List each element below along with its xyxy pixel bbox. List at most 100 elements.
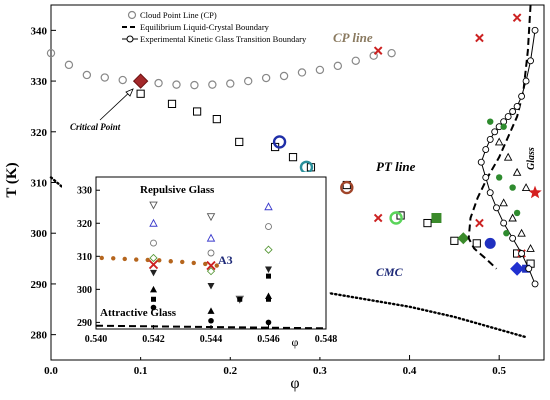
inset-y-tick-label: 300 (77, 285, 92, 296)
cross-marker (373, 213, 383, 223)
legend-cp-marker (127, 10, 137, 20)
kinetic-glass-marker (477, 158, 485, 166)
cloud-point-marker (172, 80, 181, 89)
square-marker (423, 218, 432, 228)
pt-point (340, 180, 354, 195)
square-marker (136, 89, 145, 98)
inset-marker (265, 266, 272, 274)
inset-x-tick-label: 0.546 (257, 334, 280, 345)
annotation-critical-point: Critical Point (70, 122, 121, 132)
kinetic-triangle-marker (503, 152, 513, 161)
inset-marker (208, 317, 214, 324)
main-axis-ticks: 0.0 0.1 0.2 0.3 0.4 0.5 280 290 300 310 320 330 340 (31, 25, 507, 377)
inset-a3-line-point (180, 259, 185, 265)
cloud-point-marker (315, 65, 325, 75)
inset-marker (206, 233, 216, 242)
pt-point (389, 211, 403, 225)
annotation-repulsive-glass: Repulsive Glass (140, 184, 215, 196)
square-marker (235, 137, 244, 147)
main-x-axis-label: φ (290, 375, 299, 392)
inset-plot-frame (95, 176, 327, 330)
kinetic-glass-marker (527, 57, 535, 65)
inset-x-tick-label: 0.548 (315, 334, 338, 345)
inset-marker (149, 253, 158, 263)
kinetic-glass-marker (482, 173, 490, 181)
kinetic-glass-marker (482, 146, 490, 153)
square-marker (288, 153, 298, 162)
kinetic-glass-marker (493, 204, 500, 212)
inset-x-tick-label: 0.544 (200, 334, 223, 345)
main-y-tick-label: 290 (31, 279, 48, 291)
annotation-pt-line: PT line (376, 159, 416, 174)
legend-kinetic-label: Experimental Kinetic Glass Transition Bo… (140, 34, 307, 44)
inset-marker (207, 283, 215, 290)
kinetic-triangle-marker (499, 198, 508, 207)
inset-marker (264, 202, 273, 211)
cloud-point-marker (208, 80, 217, 89)
inset-cross-marker (148, 259, 159, 270)
cloud-point-marker (118, 75, 127, 85)
main-y-tick-label: 330 (31, 76, 48, 88)
main-x-tick-label: 0.2 (223, 365, 237, 377)
kinetic-glass-marker (504, 113, 512, 121)
inset-marker (207, 307, 215, 314)
cloud-point-marker (261, 73, 271, 83)
inset-marker (207, 249, 215, 257)
kinetic-triangle-marker (526, 243, 535, 252)
inset-y-tick-label: 330 (77, 186, 92, 197)
inset-x-tick-label: 0.542 (142, 334, 165, 345)
cross-marker (475, 33, 484, 43)
inset-square-marker (266, 296, 271, 302)
inset-y-tick-label: 320 (77, 219, 92, 230)
cloud-point-marker (297, 68, 307, 77)
inset-a3-line-point (157, 258, 162, 263)
inset-square-marker (266, 273, 271, 279)
main-y-tick-label: 300 (31, 228, 48, 240)
legend: Cloud Point Line (CP) Equilibrium Liquid… (122, 10, 307, 44)
inset-y-tick-label: 310 (77, 252, 92, 263)
inset-a3-line-point (99, 255, 104, 261)
cloud-point-marker (154, 78, 163, 88)
main-x-tick-label: 0.1 (134, 365, 148, 377)
square-marker (212, 115, 221, 124)
legend-equilibrium-label: Equilibrium Liquid-Crystal Boundary (140, 22, 270, 32)
kinetic-green-marker (503, 230, 510, 237)
annotation-attractive-glass: Attractive Glass (100, 307, 177, 319)
inset-a3-line-point (122, 256, 127, 262)
cloud-point-marker (46, 48, 56, 58)
critical-point-marker (132, 73, 149, 89)
inset-a3-line-point (111, 256, 116, 261)
kinetic-triangle-marker (521, 183, 531, 192)
inset-axis-ticks: 0.540 0.542 0.544 0.546 0.548 290 300 310 320 330 (77, 186, 337, 345)
inset-y-tick-label: 290 (77, 318, 92, 329)
kinetic-green-marker (509, 184, 516, 191)
main-y-tick-label: 280 (31, 330, 48, 342)
main-x-tick-label: 0.5 (492, 365, 506, 377)
main-x-tick-label: 0.0 (44, 365, 58, 377)
main-y-tick-label: 340 (31, 25, 48, 37)
pt-point (431, 213, 442, 223)
cross-marker (512, 13, 522, 22)
kinetic-glass-marker (522, 77, 530, 85)
kinetic-glass-marker (491, 128, 499, 136)
kinetic-triangle-marker (512, 167, 522, 176)
inset-marker (265, 319, 272, 326)
pt-point (528, 185, 542, 199)
cloud-point-marker (351, 56, 360, 65)
kinetic-glass-marker (518, 92, 526, 100)
kinetic-green-marker (487, 118, 494, 125)
kinetic-triangle-marker (508, 213, 517, 222)
inset-a3-line-point (203, 261, 208, 267)
critical-point-arrow (99, 88, 134, 121)
kinetic-triangle-marker (494, 137, 504, 146)
square-marker (472, 239, 481, 248)
kinetic-glass-marker (525, 265, 533, 273)
kinetic-glass-marker (513, 102, 521, 110)
kinetic-glass-marker (509, 234, 517, 242)
cloud-point-marker (100, 73, 109, 82)
inset-square-marker (151, 296, 156, 302)
cloud-point-marker (190, 80, 199, 90)
inset-data-marks (95, 201, 327, 330)
pt-point (272, 135, 287, 149)
